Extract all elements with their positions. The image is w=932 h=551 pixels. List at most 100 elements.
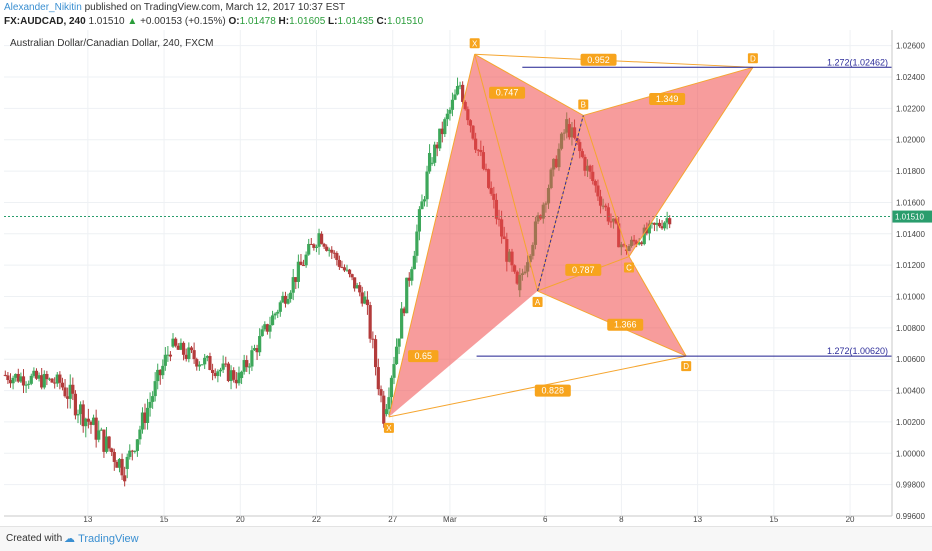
candle-body: [99, 429, 103, 431]
ratio-box: [580, 53, 617, 66]
ratio-label: 0.747: [496, 88, 519, 98]
y-tick-label: 1.01800: [896, 167, 925, 176]
candle-body: [176, 345, 180, 350]
candle-body: [376, 367, 380, 390]
candle-body: [71, 384, 75, 394]
candle-body: [665, 218, 669, 223]
y-tick-label: 1.01000: [896, 293, 925, 302]
close-key: C:: [376, 16, 387, 27]
leg-xa-low: [388, 54, 476, 418]
candle-body: [97, 430, 101, 440]
point-marker: [681, 361, 692, 372]
candle-body: [79, 404, 83, 415]
candle-body: [347, 269, 352, 275]
low-value: 1.01435: [337, 16, 374, 27]
candle-body: [168, 354, 173, 357]
candle-body: [140, 412, 145, 430]
candle-body: [21, 376, 26, 386]
candle-body: [115, 461, 119, 468]
candle-body: [14, 373, 18, 378]
axes: 1.02600 1.02400 1.02200 1.02000 1.01800 1.016…: [4, 30, 925, 524]
created-with-label: Created with: [6, 533, 63, 544]
candle-body: [171, 338, 175, 347]
candle-body: [337, 259, 341, 267]
tradingview-logo[interactable]: ☁ TradingView: [64, 532, 139, 546]
x-tick-label: Mar: [443, 515, 457, 524]
candle-body: [289, 292, 293, 299]
candle-body: [224, 363, 228, 365]
candle-body: [197, 364, 201, 367]
candle-body: [433, 144, 437, 163]
leg-cd: [628, 67, 754, 257]
candle-body: [382, 395, 386, 424]
candle-body: [286, 298, 290, 304]
point-label: D: [683, 362, 689, 371]
candle-body: [184, 354, 188, 359]
quote-line: FX:AUDCAD, 240 1.01510 ▲ +0.00153 (+0.15…: [4, 16, 423, 27]
high-key: H:: [278, 16, 290, 27]
candle-body: [195, 359, 199, 367]
candle-body: [226, 363, 231, 382]
candle-body: [112, 452, 116, 462]
ratio-label: 1.366: [614, 320, 637, 330]
candle-body: [221, 363, 225, 370]
price-chart[interactable]: 1.01510 1.272(1.02462) 1.272(1.00620) 0.952…: [0, 30, 932, 526]
candle-body: [86, 418, 90, 422]
candle-body: [84, 418, 88, 427]
footer-bar: Created with ☁ TradingView: [0, 526, 932, 551]
y-tick-label: 1.02400: [896, 73, 925, 82]
candle-body: [640, 242, 644, 245]
candle-body: [135, 439, 139, 451]
last-price: 1.01510: [88, 16, 125, 27]
y-tick-label: 1.02000: [896, 136, 925, 145]
candle-body: [153, 381, 157, 397]
candle-body: [387, 397, 391, 410]
candle-body: [637, 242, 641, 245]
candle-body: [76, 414, 80, 416]
candle-body: [205, 356, 209, 358]
candle-body: [166, 354, 170, 356]
candle-body: [314, 246, 319, 248]
candle-body: [156, 369, 160, 382]
candle-body: [107, 436, 111, 449]
author-link[interactable]: Alexander_Nikitin: [4, 2, 82, 13]
harmonic-pattern[interactable]: 1.01510 1.272(1.02462) 1.272(1.00620) 0.952…: [4, 38, 932, 433]
candle-body: [384, 409, 388, 415]
candle-body: [438, 128, 442, 149]
candle-body: [299, 261, 303, 266]
open-key: O:: [228, 16, 240, 27]
candle-body: [278, 302, 282, 312]
x-tick-label: 6: [543, 515, 548, 524]
leg-bc: [582, 115, 630, 257]
target-label: 1.272(1.02462): [827, 57, 888, 67]
candle-body: [647, 223, 651, 234]
ratio-label: 0.65: [414, 351, 432, 361]
candle-body: [332, 252, 336, 254]
high-value: 1.01605: [289, 16, 326, 27]
candle-body: [296, 261, 300, 282]
y-tick-label: 1.00800: [896, 324, 925, 333]
candle-body: [192, 350, 196, 360]
candle-body: [73, 393, 78, 416]
candle-body: [232, 370, 236, 380]
candle-body: [363, 296, 367, 304]
candle-body: [60, 382, 65, 388]
candle-body: [327, 249, 331, 251]
upper-pattern-bcd: [583, 67, 753, 257]
leg-bd: [583, 66, 754, 116]
candle-body: [342, 267, 347, 271]
candle-body: [660, 226, 664, 229]
candle-body: [415, 231, 419, 256]
candle-body: [151, 396, 155, 402]
candle-body: [29, 375, 33, 384]
candle-body: [412, 255, 416, 270]
y-tick-label: 1.00000: [896, 449, 925, 458]
candle-body: [252, 348, 257, 351]
candle-body: [307, 243, 311, 255]
candle-body: [133, 450, 137, 452]
candle-body: [402, 308, 406, 314]
y-tick-label: 1.00400: [896, 387, 925, 396]
ab-dashed: [537, 115, 584, 292]
candle-body: [340, 266, 344, 268]
candle-body: [89, 421, 93, 425]
